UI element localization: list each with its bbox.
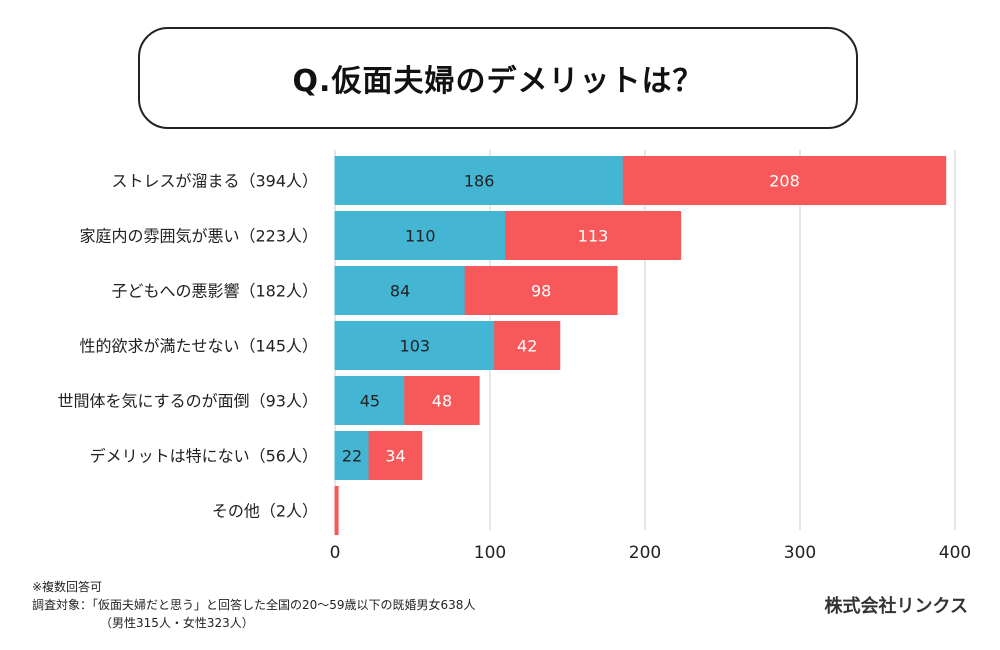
bar-male <box>334 431 370 480</box>
x-tick-label-300: 300 <box>784 543 816 563</box>
x-tick-label-200: 200 <box>629 543 661 563</box>
data-label-female: 208 <box>769 172 800 191</box>
title-box: Q.仮面夫婦のデメリットは？ <box>138 27 858 129</box>
company-name: 株式会社リンクス <box>824 596 968 617</box>
data-label-female: 113 <box>578 227 609 246</box>
bar-male <box>334 321 496 370</box>
category-label: ストレスが溜まる（394人） <box>111 172 318 191</box>
data-label-male: 186 <box>464 172 495 191</box>
note-multiple-answers: ※複数回答可 <box>32 580 103 594</box>
category-label: 世間体を気にするのが面倒（93人） <box>57 392 318 411</box>
bar-female <box>464 266 618 315</box>
note-survey-target: 調査対象：「仮面夫婦だと思う」と回答した全国の20〜59歳以下の既婚男女638人 <box>32 598 476 612</box>
note-gender-breakdown: （男性315人・女性323人） <box>100 616 254 630</box>
data-label-male: 84 <box>390 282 410 301</box>
bar-female <box>404 376 480 425</box>
data-label-male: 110 <box>405 227 436 246</box>
x-tick-label-100: 100 <box>474 543 506 563</box>
data-label-female: 48 <box>432 392 452 411</box>
bar-female <box>505 211 682 260</box>
bar-female <box>368 431 423 480</box>
category-label: 子どもへの悪影響（182人） <box>111 282 318 301</box>
data-label-male: 103 <box>400 337 431 356</box>
category-label: 家庭内の雰囲気が悪い（223人） <box>79 227 318 246</box>
chart-title: Q.仮面夫婦のデメリットは？ <box>292 64 704 99</box>
category-label: デメリットは特にない（56人） <box>90 447 318 466</box>
bar-male <box>334 156 624 205</box>
data-label-female: 98 <box>531 282 551 301</box>
category-label: その他（2人） <box>212 502 318 521</box>
bar-female <box>622 156 947 205</box>
data-label-female: 42 <box>517 337 537 356</box>
bar-female <box>494 321 561 370</box>
bar-female <box>334 486 339 535</box>
data-label-female: 34 <box>385 447 405 466</box>
bar-male <box>334 266 466 315</box>
x-tick-label-400: 400 <box>939 543 971 563</box>
data-label-male: 22 <box>342 447 362 466</box>
category-label: 性的欲求が満たせない（145人） <box>79 337 318 356</box>
data-label-male: 45 <box>360 392 380 411</box>
x-tick-label-0: 0 <box>330 543 341 563</box>
